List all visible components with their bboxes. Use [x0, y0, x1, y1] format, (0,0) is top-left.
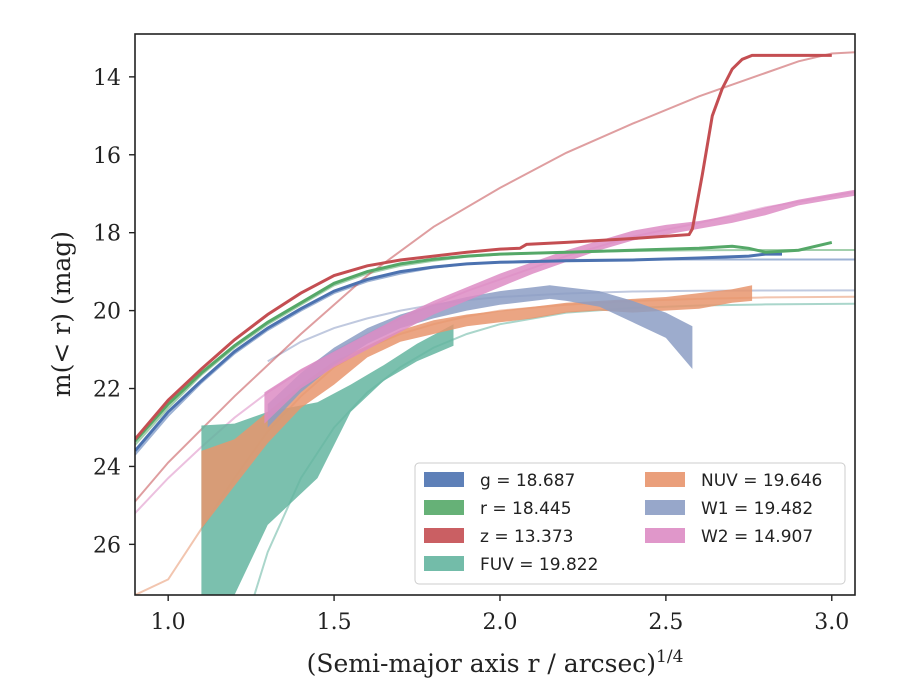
y-tick-label: 14 [93, 66, 121, 91]
x-axis-label-text: (Semi-major axis r / arcsec) [307, 649, 656, 678]
y-tick-label: 22 [93, 378, 121, 403]
legend-label-FUV: FUV = 19.822 [480, 555, 598, 575]
profile-line-g [135, 252, 782, 452]
y-tick-label: 18 [93, 222, 121, 247]
y-tick-label: 16 [93, 144, 121, 169]
model-curve-z [135, 51, 855, 503]
plot-frame [134, 33, 856, 596]
y-axis: 14 16 18 20 22 24 26 [93, 66, 135, 558]
legend-label-NUV: NUV = 19.646 [701, 471, 822, 491]
profile-line-r [135, 240, 833, 443]
x-tick-label: 3.0 [814, 610, 849, 635]
x-tick-label: 2.0 [482, 610, 517, 635]
x-tick-label: 2.5 [648, 610, 683, 635]
y-tick-label: 26 [93, 533, 121, 558]
legend: g = 18.687 r = 18.445 z = 13.373 FUV = 19.8… [414, 462, 846, 585]
legend-swatch-W2 [645, 528, 685, 543]
legend-frame [414, 462, 846, 585]
legend-swatch-r [424, 500, 464, 515]
band-FUV [201, 324, 454, 595]
legend-swatch-z [424, 528, 464, 543]
legend-swatch-NUV [645, 472, 685, 487]
legend-label-W1: W1 = 19.482 [701, 499, 813, 519]
y-tick-label: 20 [93, 300, 121, 325]
legend-label-W2: W2 = 14.907 [701, 527, 813, 547]
profile-line-z [135, 53, 832, 441]
x-axis-label: (Semi-major axis r / arcsec)1/4 [307, 647, 684, 678]
legend-swatch-g [424, 472, 464, 487]
y-axis-label: m(< r) (mag) [47, 231, 76, 397]
x-axis-label-superscript: 1/4 [656, 647, 683, 667]
x-axis: 1.0 1.5 2.0 2.5 3.0 [151, 595, 849, 635]
legend-swatch-FUV [424, 556, 464, 571]
legend-label-g: g = 18.687 [480, 471, 575, 491]
legend-label-z: z = 13.373 [480, 527, 573, 547]
x-tick-label: 1.5 [317, 610, 352, 635]
plot-area [135, 51, 855, 595]
legend-label-r: r = 18.445 [480, 499, 572, 519]
legend-swatch-W1 [645, 500, 685, 515]
y-tick-label: 24 [93, 455, 121, 480]
x-tick-label: 1.0 [151, 610, 186, 635]
